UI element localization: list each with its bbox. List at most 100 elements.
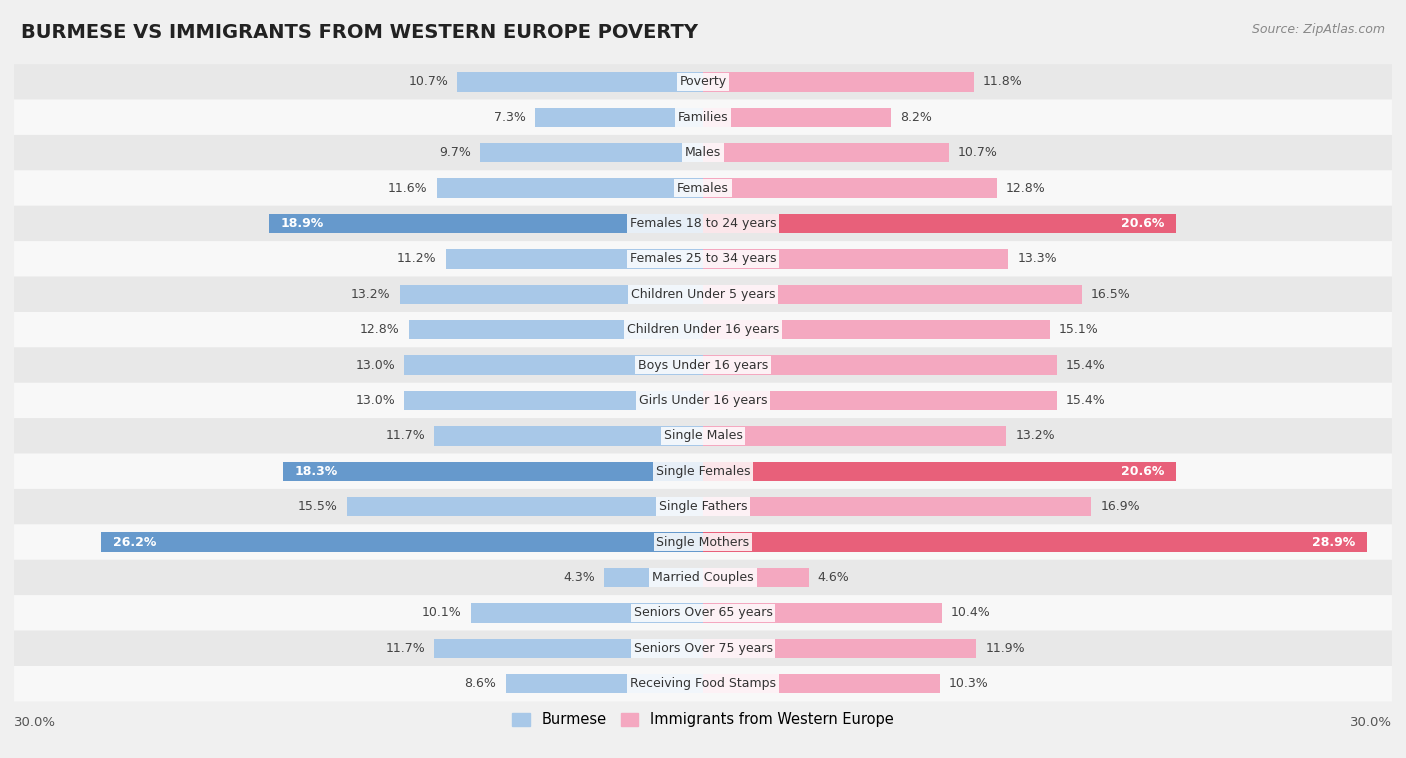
Bar: [269, 214, 703, 233]
Text: 9.7%: 9.7%: [439, 146, 471, 159]
FancyBboxPatch shape: [14, 135, 1392, 171]
FancyBboxPatch shape: [14, 205, 1392, 241]
Text: Single Mothers: Single Mothers: [657, 536, 749, 549]
Bar: [405, 356, 703, 374]
Bar: [457, 72, 703, 92]
Text: 13.0%: 13.0%: [356, 394, 395, 407]
Text: Poverty: Poverty: [679, 75, 727, 89]
Text: 4.3%: 4.3%: [564, 571, 595, 584]
Text: 16.5%: 16.5%: [1091, 288, 1130, 301]
Bar: [703, 214, 1175, 233]
Text: 28.9%: 28.9%: [1312, 536, 1355, 549]
Text: 12.8%: 12.8%: [1007, 182, 1046, 195]
Bar: [703, 497, 1091, 516]
Text: Seniors Over 75 years: Seniors Over 75 years: [634, 642, 772, 655]
Bar: [703, 568, 808, 587]
Bar: [703, 72, 974, 92]
Text: 11.7%: 11.7%: [385, 642, 425, 655]
Bar: [536, 108, 703, 127]
Text: BURMESE VS IMMIGRANTS FROM WESTERN EUROPE POVERTY: BURMESE VS IMMIGRANTS FROM WESTERN EUROP…: [21, 23, 699, 42]
FancyBboxPatch shape: [14, 489, 1392, 525]
Text: 10.7%: 10.7%: [408, 75, 449, 89]
Text: Females 18 to 24 years: Females 18 to 24 years: [630, 217, 776, 230]
Text: Males: Males: [685, 146, 721, 159]
Legend: Burmese, Immigrants from Western Europe: Burmese, Immigrants from Western Europe: [506, 706, 900, 733]
Text: 4.6%: 4.6%: [818, 571, 849, 584]
Bar: [405, 391, 703, 410]
Text: Source: ZipAtlas.com: Source: ZipAtlas.com: [1251, 23, 1385, 36]
Bar: [399, 284, 703, 304]
Text: 13.0%: 13.0%: [356, 359, 395, 371]
Text: 10.7%: 10.7%: [957, 146, 998, 159]
Bar: [481, 143, 703, 162]
Bar: [101, 532, 703, 552]
Bar: [703, 532, 1367, 552]
Text: Single Fathers: Single Fathers: [659, 500, 747, 513]
Text: 16.9%: 16.9%: [1101, 500, 1140, 513]
Text: 11.6%: 11.6%: [388, 182, 427, 195]
FancyBboxPatch shape: [14, 241, 1392, 277]
Text: Children Under 16 years: Children Under 16 years: [627, 323, 779, 337]
Text: 15.1%: 15.1%: [1059, 323, 1098, 337]
Text: Seniors Over 65 years: Seniors Over 65 years: [634, 606, 772, 619]
Text: 30.0%: 30.0%: [1350, 716, 1392, 728]
Text: 10.4%: 10.4%: [950, 606, 991, 619]
Bar: [605, 568, 703, 587]
FancyBboxPatch shape: [14, 560, 1392, 595]
Text: 11.9%: 11.9%: [986, 642, 1025, 655]
Text: Girls Under 16 years: Girls Under 16 years: [638, 394, 768, 407]
Bar: [703, 462, 1175, 481]
Text: 20.6%: 20.6%: [1121, 217, 1164, 230]
Bar: [703, 108, 891, 127]
FancyBboxPatch shape: [14, 631, 1392, 666]
FancyBboxPatch shape: [14, 171, 1392, 205]
Bar: [471, 603, 703, 622]
Bar: [703, 391, 1057, 410]
Text: 13.2%: 13.2%: [352, 288, 391, 301]
Text: Females: Females: [678, 182, 728, 195]
Text: 12.8%: 12.8%: [360, 323, 399, 337]
Text: Boys Under 16 years: Boys Under 16 years: [638, 359, 768, 371]
Text: 7.3%: 7.3%: [495, 111, 526, 124]
Text: Married Couples: Married Couples: [652, 571, 754, 584]
Text: Families: Families: [678, 111, 728, 124]
Bar: [703, 320, 1050, 340]
Text: 13.2%: 13.2%: [1015, 429, 1054, 443]
FancyBboxPatch shape: [14, 277, 1392, 312]
Bar: [283, 462, 703, 481]
Text: 11.8%: 11.8%: [983, 75, 1024, 89]
FancyBboxPatch shape: [14, 383, 1392, 418]
Text: 15.4%: 15.4%: [1066, 394, 1105, 407]
Bar: [409, 320, 703, 340]
Bar: [703, 426, 1007, 446]
Bar: [347, 497, 703, 516]
Text: 10.1%: 10.1%: [422, 606, 461, 619]
Bar: [703, 674, 939, 694]
Bar: [506, 674, 703, 694]
Text: 18.9%: 18.9%: [280, 217, 323, 230]
Text: 8.6%: 8.6%: [464, 677, 496, 691]
FancyBboxPatch shape: [14, 99, 1392, 135]
Text: Children Under 5 years: Children Under 5 years: [631, 288, 775, 301]
Text: 11.7%: 11.7%: [385, 429, 425, 443]
Text: Single Males: Single Males: [664, 429, 742, 443]
FancyBboxPatch shape: [14, 666, 1392, 701]
FancyBboxPatch shape: [14, 525, 1392, 560]
Bar: [703, 249, 1008, 268]
Text: Females 25 to 34 years: Females 25 to 34 years: [630, 252, 776, 265]
Bar: [703, 638, 976, 658]
Bar: [446, 249, 703, 268]
FancyBboxPatch shape: [14, 453, 1392, 489]
Bar: [434, 426, 703, 446]
Bar: [703, 178, 997, 198]
Text: 20.6%: 20.6%: [1121, 465, 1164, 478]
FancyBboxPatch shape: [14, 595, 1392, 631]
FancyBboxPatch shape: [14, 418, 1392, 453]
Bar: [434, 638, 703, 658]
Text: Receiving Food Stamps: Receiving Food Stamps: [630, 677, 776, 691]
Text: Single Females: Single Females: [655, 465, 751, 478]
Text: 15.5%: 15.5%: [298, 500, 337, 513]
Bar: [703, 143, 949, 162]
Text: 15.4%: 15.4%: [1066, 359, 1105, 371]
Bar: [703, 284, 1083, 304]
